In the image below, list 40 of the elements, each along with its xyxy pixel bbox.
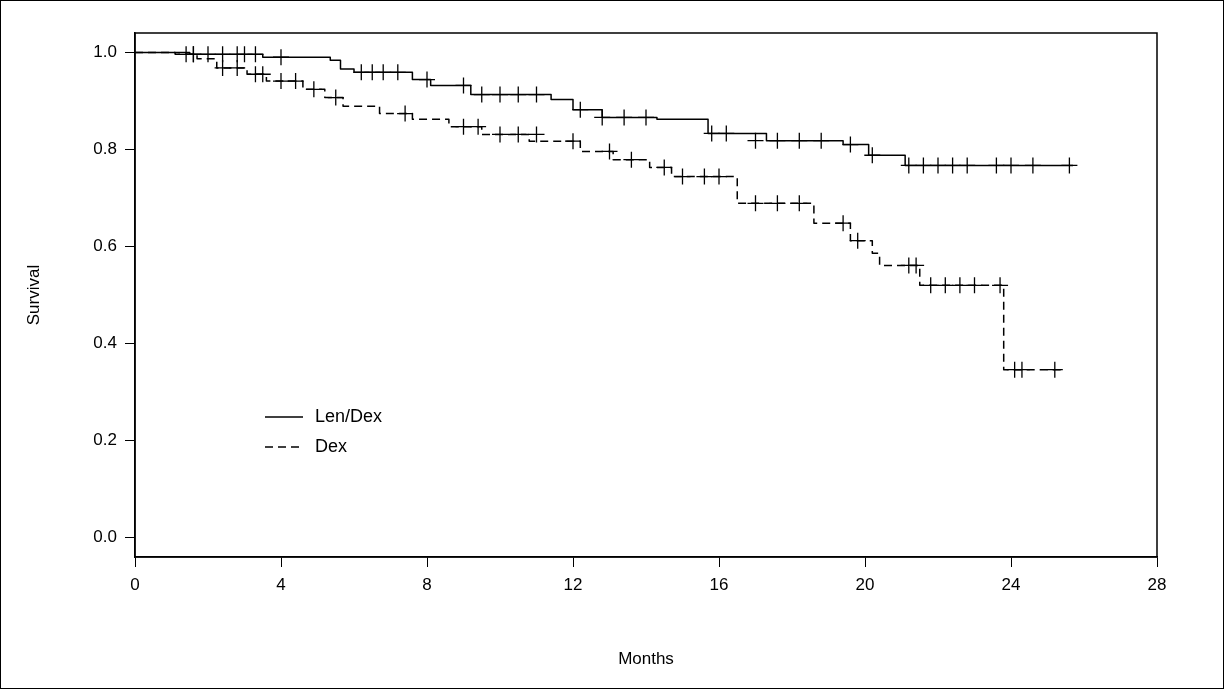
- point: [600, 142, 619, 161]
- y-tick-label: 0.4: [93, 333, 117, 353]
- point: [254, 65, 272, 83]
- point: [622, 150, 641, 169]
- point: [396, 104, 414, 123]
- x-tick-label: 4: [276, 574, 286, 594]
- legend-label: Dex: [315, 435, 348, 456]
- point: [1046, 361, 1064, 379]
- point: [907, 256, 925, 275]
- point: [849, 232, 867, 250]
- x-tick-label: 12: [563, 574, 583, 594]
- x-axis-title: Months: [618, 649, 674, 669]
- y-tick-label: 0.6: [93, 236, 117, 256]
- x-tick-label: 0: [130, 574, 140, 594]
- y-tick-label: 0.2: [93, 430, 117, 450]
- x-tick-label: 16: [709, 574, 729, 594]
- x-tick-label: 20: [855, 574, 875, 594]
- point: [746, 132, 765, 150]
- point: [491, 125, 509, 144]
- point: [746, 194, 765, 212]
- y-tick-label: 0.8: [93, 139, 117, 159]
- point: [564, 132, 582, 150]
- legend-label: Len/Dex: [315, 405, 383, 426]
- point: [527, 125, 546, 144]
- point: [469, 117, 487, 136]
- point: [951, 276, 969, 294]
- y-axis-title: Survival: [23, 264, 43, 326]
- y-tick-label: 0.0: [93, 527, 117, 547]
- point: [710, 167, 728, 186]
- point: [228, 59, 246, 77]
- point: [272, 72, 290, 90]
- point: [991, 276, 1009, 294]
- x-tick-label: 8: [422, 574, 432, 594]
- y-tick-label: 1.0: [93, 42, 117, 62]
- point: [936, 276, 954, 294]
- x-tick-label: 24: [1001, 574, 1021, 594]
- x-tick-label: 28: [1147, 574, 1167, 594]
- point: [655, 158, 673, 177]
- point: [965, 276, 984, 294]
- point: [695, 167, 714, 186]
